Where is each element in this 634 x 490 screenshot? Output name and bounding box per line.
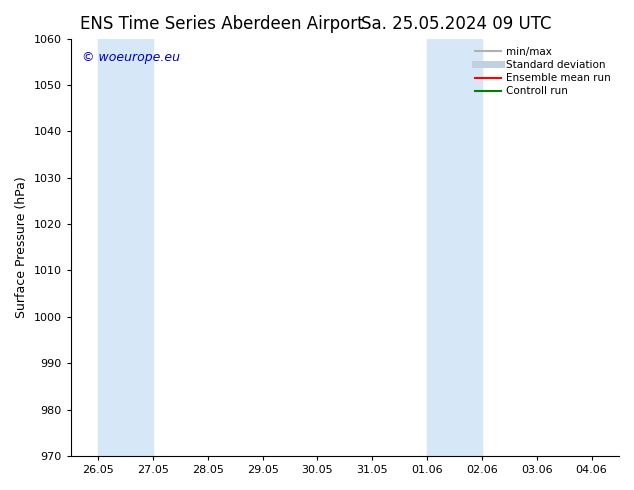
Text: ENS Time Series Aberdeen Airport: ENS Time Series Aberdeen Airport xyxy=(80,15,364,33)
Y-axis label: Surface Pressure (hPa): Surface Pressure (hPa) xyxy=(15,176,28,318)
Bar xyxy=(98,39,153,456)
Text: Sa. 25.05.2024 09 UTC: Sa. 25.05.2024 09 UTC xyxy=(361,15,552,33)
Bar xyxy=(427,39,482,456)
Legend: min/max, Standard deviation, Ensemble mean run, Controll run: min/max, Standard deviation, Ensemble me… xyxy=(472,44,614,99)
Text: © woeurope.eu: © woeurope.eu xyxy=(82,51,179,64)
